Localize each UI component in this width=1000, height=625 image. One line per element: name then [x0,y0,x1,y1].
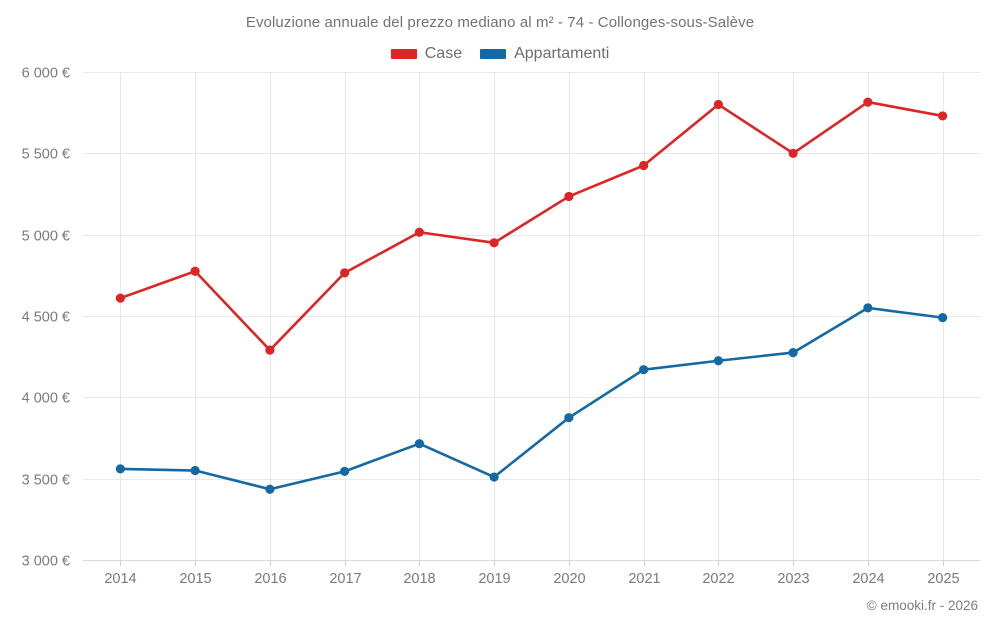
data-point[interactable] [564,191,574,202]
data-point[interactable] [414,439,424,449]
x-axis-tick-label: 2019 [478,571,510,587]
x-axis-tick-label: 2024 [852,571,884,587]
data-point[interactable] [788,148,798,158]
y-axis-tick-label: 5 000 € [22,229,70,245]
legend-swatch-appartamenti [480,49,507,59]
data-point[interactable] [713,356,723,366]
data-point[interactable] [190,266,200,276]
legend-swatch-case [390,49,417,59]
y-axis-tick-label: 4 000 € [22,391,70,407]
y-axis-tick-label: 5 500 € [22,147,70,163]
data-point[interactable] [489,472,499,482]
y-axis-tick-label: 3 500 € [22,473,70,489]
y-axis-tick-label: 3 000 € [22,554,70,570]
data-point[interactable] [788,348,798,358]
data-point[interactable] [414,227,424,237]
data-point[interactable] [938,111,948,121]
data-point[interactable] [713,99,723,110]
x-axis-tick-label: 2022 [702,571,734,587]
data-point[interactable] [564,413,574,423]
data-point[interactable] [265,345,275,355]
y-axis-tick-label: 4 500 € [22,310,70,326]
series-line-appartamenti [119,306,944,491]
data-point[interactable] [265,484,275,494]
data-point[interactable] [115,464,125,474]
credit-text: © emooki.fr - 2026 [866,598,978,613]
data-point[interactable] [489,238,499,248]
legend-item-case[interactable]: Case [390,45,463,63]
y-axis-tick-label: 6 000 € [22,66,70,82]
data-point[interactable] [863,303,873,313]
x-axis-tick-label: 2023 [777,571,809,587]
x-axis-tick-label: 2018 [403,571,435,587]
x-axis-tick-label: 2017 [329,571,361,587]
series-line-case [119,100,944,352]
x-axis-tick-label: 2025 [927,571,959,587]
legend-item-appartamenti[interactable]: Appartamenti [480,45,609,63]
data-point[interactable] [863,97,873,107]
chart-legend: Case Appartamenti [0,45,1000,63]
data-point[interactable] [190,465,200,476]
data-point[interactable] [938,313,948,323]
data-point[interactable] [639,365,649,375]
data-point[interactable] [340,268,350,278]
data-point[interactable] [639,160,649,171]
legend-label-appartamenti: Appartamenti [514,45,610,62]
x-axis-tick-label: 2014 [104,571,136,587]
x-axis-tick-label: 2021 [628,571,660,587]
chart-title: Evoluzione annuale del prezzo mediano al… [245,14,755,31]
x-axis-tick-label: 2015 [179,571,211,587]
x-axis-tick-label: 2016 [254,571,286,587]
x-axis-tick-label: 2020 [553,571,585,587]
legend-label-case: Case [424,45,463,62]
data-point[interactable] [115,293,125,303]
data-point[interactable] [340,466,350,476]
